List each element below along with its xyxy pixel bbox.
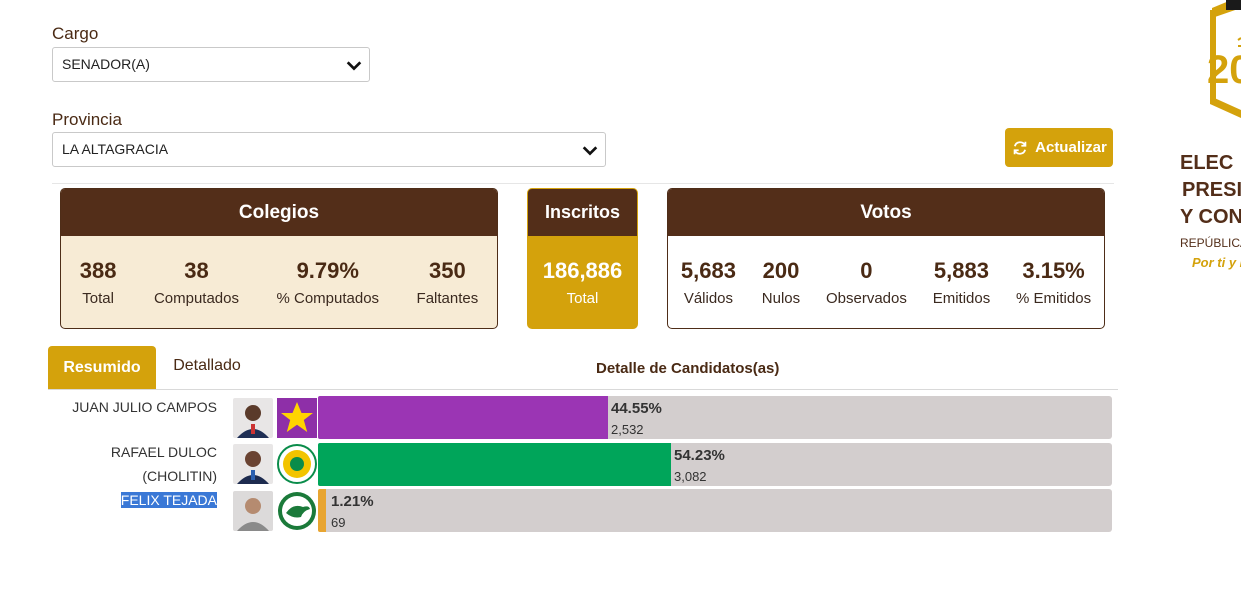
detail-title: Detalle de Candidatos(as) [596, 360, 780, 377]
chevron-down-icon [582, 146, 598, 156]
provincia-select-value: LA ALTAGRACIA [62, 141, 169, 157]
colegios-pct-computados: 9.79%% Computados [276, 257, 380, 307]
candidate-bar: 44.55% 2,532 [318, 396, 1112, 439]
candidate-bar: 1.21% 69 [318, 489, 1112, 532]
dove-icon [277, 491, 317, 531]
candidate-bar-fill [318, 443, 671, 486]
candidate-photo [233, 398, 273, 438]
candidate-votes: 69 [331, 515, 346, 530]
cargo-label: Cargo [52, 24, 99, 43]
logo-slogan: Por ti y lo [1192, 255, 1241, 270]
candidate-name: JUAN JULIO CAMPOS [72, 399, 217, 415]
cargo-select[interactable]: SENADOR(A) [52, 47, 370, 82]
candidate-bar-fill [318, 396, 608, 439]
candidate-percent: 54.23% [674, 447, 725, 464]
tab-detallado[interactable]: Detallado [173, 357, 241, 374]
colegios-computados: 38 Computados [153, 257, 239, 307]
sunflower-icon [277, 444, 317, 484]
candidate-photo [233, 491, 273, 531]
votos-validos: 5,683 Válidos [680, 257, 736, 307]
logo-emblem-icon [1210, 0, 1241, 118]
candidate-bar-fill [318, 489, 326, 532]
colegios-card: Colegios 388 Total 38 Computados 9.79%% Co… [60, 188, 498, 329]
candidate-votes: 3,082 [674, 469, 707, 484]
logo-year: 20 [1207, 48, 1241, 92]
tabs-divider [48, 389, 1118, 390]
divider [52, 183, 1114, 184]
colegios-title: Colegios [61, 189, 497, 236]
colegios-total: 388 Total [79, 257, 117, 307]
colegios-faltantes: 350 Faltantes [416, 257, 479, 307]
votos-card: Votos 5,683 Válidos 200 Nulos 0 Observados … [667, 188, 1105, 329]
inscritos-title: Inscritos [528, 189, 637, 236]
candidate-bar: 54.23% 3,082 [318, 443, 1112, 486]
candidate-name: RAFAEL DULOC (CHOLITIN) [110, 444, 217, 484]
election-logo: 20 ELEC PRESID Y CONG REPÚBLICA Por ti y… [1160, 0, 1241, 290]
cargo-select-value: SENADOR(A) [62, 56, 150, 72]
logo-country: REPÚBLICA [1180, 236, 1241, 250]
refresh-button-label: Actualizar [1035, 139, 1107, 156]
votos-observados: 0 Observados [825, 257, 907, 307]
candidate-percent: 1.21% [331, 493, 374, 510]
provincia-label: Provincia [52, 110, 122, 129]
candidate-photo [233, 444, 273, 484]
inscritos-card: Inscritos 186,886 Total [527, 188, 638, 329]
star-icon [277, 398, 317, 438]
provincia-select[interactable]: LA ALTAGRACIA [52, 132, 606, 167]
votos-emitidos: 5,883 Emitidos [932, 257, 991, 307]
votos-nulos: 200 Nulos [761, 257, 801, 307]
votos-pct-emitidos: 3.15%% Emitidos [1016, 257, 1092, 307]
candidate-name: FELIX TEJADA [120, 492, 217, 508]
refresh-button[interactable]: Actualizar [1005, 128, 1113, 167]
logo-title: ELEC PRESID Y CONG [1180, 152, 1241, 228]
candidate-votes: 2,532 [611, 422, 644, 437]
chevron-down-icon [346, 61, 362, 71]
votos-title: Votos [668, 189, 1104, 236]
tab-resumido[interactable]: Resumido [48, 346, 156, 390]
candidate-percent: 44.55% [611, 400, 662, 417]
inscritos-total: 186,886 Total [542, 257, 623, 307]
refresh-icon [1013, 140, 1027, 155]
